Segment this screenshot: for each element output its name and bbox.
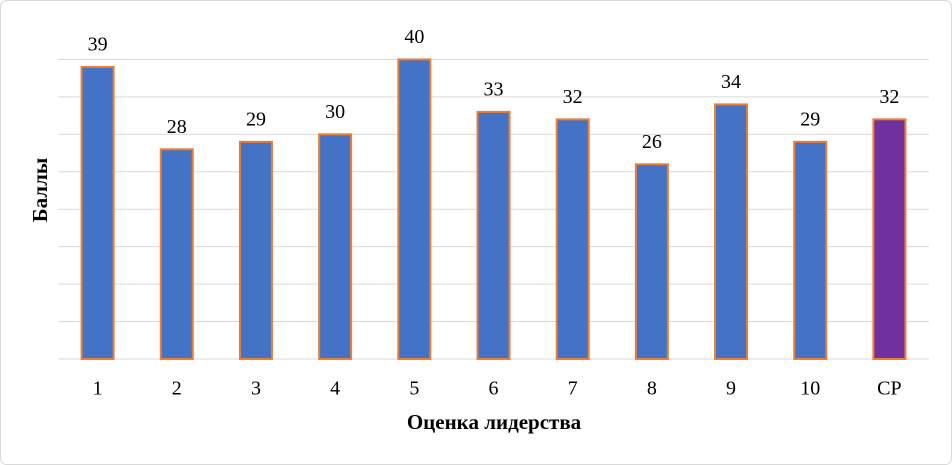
bar bbox=[238, 140, 273, 360]
x-tick-label: 7 bbox=[568, 378, 578, 400]
x-axis-title: Оценка лидерства bbox=[407, 410, 582, 434]
bar bbox=[872, 118, 907, 360]
bar bbox=[159, 148, 194, 360]
value-label: 28 bbox=[167, 116, 187, 138]
value-label: 34 bbox=[721, 71, 741, 93]
bar bbox=[476, 110, 511, 360]
bar bbox=[318, 133, 353, 360]
bar bbox=[793, 140, 828, 360]
x-tick-label: 10 bbox=[800, 378, 820, 400]
x-tick-label: 2 bbox=[172, 378, 182, 400]
x-tick-label: 6 bbox=[489, 378, 499, 400]
value-label: 26 bbox=[642, 131, 662, 153]
x-tick-label: 3 bbox=[251, 378, 261, 400]
bar bbox=[397, 58, 432, 360]
x-tick-label: 4 bbox=[330, 378, 340, 400]
x-tick-label: СР bbox=[877, 378, 901, 400]
bar bbox=[714, 103, 749, 360]
value-label: 33 bbox=[484, 78, 504, 100]
bar bbox=[555, 118, 590, 360]
value-label: 40 bbox=[404, 26, 424, 48]
y-axis-title: Баллы bbox=[28, 158, 52, 223]
x-tick-label: 9 bbox=[726, 378, 736, 400]
value-label: 29 bbox=[246, 108, 266, 130]
x-tick-label: 5 bbox=[409, 378, 419, 400]
value-label: 32 bbox=[563, 86, 583, 108]
bar bbox=[634, 163, 669, 360]
value-label: 39 bbox=[88, 34, 108, 56]
bar bbox=[80, 65, 115, 361]
x-tick-label: 1 bbox=[93, 378, 103, 400]
value-label: 29 bbox=[800, 108, 820, 130]
value-label: 32 bbox=[879, 86, 899, 108]
value-label: 30 bbox=[325, 101, 345, 123]
x-tick-label: 8 bbox=[647, 378, 657, 400]
